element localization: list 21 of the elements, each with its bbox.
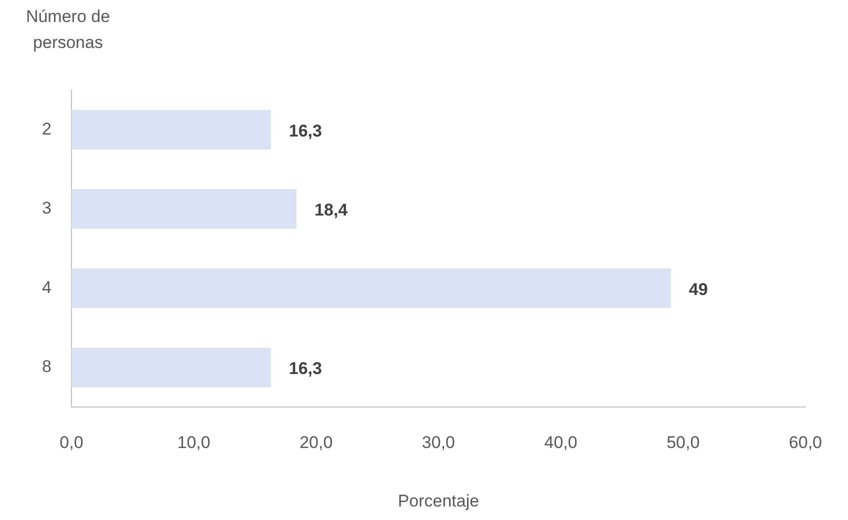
x-axis-title: Porcentaje bbox=[398, 491, 480, 510]
x-tick-label: 0,0 bbox=[60, 433, 84, 452]
bar bbox=[71, 110, 271, 150]
x-tick-label: 10,0 bbox=[177, 433, 210, 452]
x-tick-label: 40,0 bbox=[544, 433, 578, 452]
x-tick-label: 20,0 bbox=[300, 433, 333, 452]
x-tick-label: 50,0 bbox=[666, 433, 700, 452]
data-label: 16,3 bbox=[288, 359, 322, 378]
bar bbox=[71, 268, 671, 308]
data-label: 18,4 bbox=[314, 200, 348, 220]
y-tick-label: 8 bbox=[42, 357, 52, 376]
y-tick-label: 2 bbox=[42, 119, 52, 138]
data-label: 16,3 bbox=[288, 121, 322, 140]
data-label: 49 bbox=[688, 280, 708, 299]
bar bbox=[71, 348, 271, 388]
y-axis-title: Número de personas bbox=[24, 6, 112, 54]
x-tick-label: 30,0 bbox=[422, 433, 455, 452]
x-tick-label: 60,0 bbox=[788, 433, 822, 452]
bar bbox=[71, 189, 297, 229]
y-tick-label: 4 bbox=[42, 278, 52, 297]
y-tick-label: 3 bbox=[42, 198, 52, 218]
